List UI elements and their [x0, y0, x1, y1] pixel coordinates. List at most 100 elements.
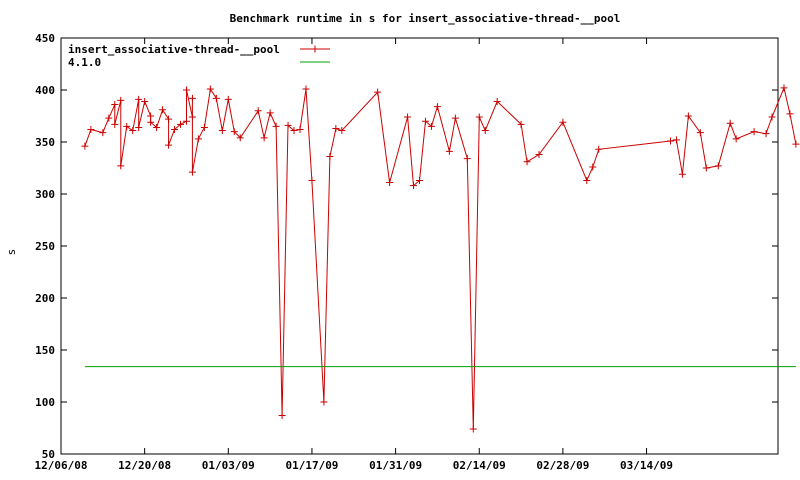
data-point: [535, 150, 543, 158]
data-point: [517, 120, 525, 128]
data-point: [386, 179, 394, 187]
data-point: [786, 110, 794, 118]
data-point: [99, 129, 107, 137]
x-tick-label: 12/20/08: [118, 459, 171, 472]
legend-marker: [311, 45, 319, 53]
data-point: [117, 162, 125, 170]
data-point: [135, 123, 143, 131]
data-point: [374, 88, 382, 96]
data-point: [182, 86, 190, 94]
data-point: [87, 126, 95, 134]
data-point: [153, 123, 161, 131]
data-point: [296, 126, 304, 134]
chart-title: Benchmark runtime in s for insert_associ…: [230, 12, 621, 25]
y-axis-label: s: [5, 249, 18, 256]
data-point: [212, 94, 220, 102]
data-point: [182, 117, 190, 125]
data-point: [200, 123, 208, 131]
data-point: [469, 425, 477, 433]
data-point: [583, 176, 591, 184]
x-tick-label: 02/14/09: [453, 459, 506, 472]
data-point: [696, 129, 704, 137]
y-tick-label: 150: [35, 344, 55, 357]
data-point: [780, 84, 788, 92]
data-point: [595, 145, 603, 153]
data-point: [750, 128, 758, 136]
data-point: [726, 119, 734, 127]
data-point: [188, 168, 196, 176]
data-point: [188, 94, 196, 102]
plot-frame: [60, 37, 779, 455]
data-point: [332, 124, 340, 132]
data-point: [445, 147, 453, 155]
data-point: [475, 113, 483, 121]
data-point: [493, 97, 501, 105]
data-point: [416, 176, 423, 184]
data-point: [230, 128, 238, 136]
data-point: [732, 135, 740, 143]
data-point: [111, 120, 119, 128]
data-point: [326, 153, 334, 161]
data-point: [188, 113, 196, 121]
data-point: [762, 130, 770, 138]
data-point: [177, 120, 184, 128]
data-point: [768, 113, 776, 121]
data-point: [308, 176, 316, 184]
data-point: [165, 115, 173, 123]
x-tick-label: 01/31/09: [369, 459, 422, 472]
x-tick-label: 12/06/08: [35, 459, 88, 472]
data-point: [218, 127, 226, 135]
y-tick-label: 450: [35, 32, 55, 45]
data-point: [135, 95, 143, 103]
data-point: [410, 182, 418, 190]
y-tick-label: 50: [42, 448, 55, 461]
x-tick-label: 03/14/09: [620, 459, 673, 472]
data-point: [278, 412, 286, 420]
y-tick-label: 200: [35, 292, 55, 305]
data-point: [714, 162, 722, 170]
data-point: [672, 136, 680, 144]
x-tick-label: 01/03/09: [202, 459, 255, 472]
data-point: [165, 141, 173, 149]
x-tick-label: 01/17/09: [285, 459, 338, 472]
data-point: [236, 134, 244, 142]
y-tick-label: 350: [35, 136, 55, 149]
data-point: [290, 127, 298, 135]
legend-label: insert_associative-thread-__pool: [68, 43, 280, 56]
data-point: [147, 118, 155, 126]
legend-label: 4.1.0: [68, 56, 101, 69]
data-point: [254, 107, 262, 115]
data-point: [678, 170, 686, 178]
data-point: [260, 134, 268, 142]
y-tick-label: 400: [35, 84, 55, 97]
data-point: [451, 114, 459, 122]
data-point: [338, 127, 346, 135]
data-point: [559, 118, 567, 126]
data-point: [792, 140, 800, 148]
data-point: [141, 97, 149, 105]
y-tick-label: 100: [35, 396, 55, 409]
y-axis-ticks: 50 100 150 200 250 300 350 400 450: [35, 32, 778, 461]
data-point: [666, 137, 674, 145]
data-point: [427, 122, 435, 130]
data-point: [194, 135, 202, 143]
data-point: [159, 106, 167, 114]
series-1: [81, 84, 800, 433]
x-axis-ticks: 12/06/08 12/20/08 01/03/09 01/17/09 01/31/09…: [35, 38, 673, 472]
y-tick-label: 250: [35, 240, 55, 253]
data-point: [206, 85, 214, 93]
data-point: [421, 117, 429, 125]
y-tick-label: 300: [35, 188, 55, 201]
data-point: [589, 163, 597, 171]
data-point: [123, 122, 131, 130]
x-tick-label: 02/28/09: [536, 459, 589, 472]
data-point: [147, 112, 155, 120]
data-point: [684, 112, 692, 120]
data-point: [433, 103, 441, 111]
data-point: [702, 164, 710, 172]
data-point: [129, 127, 137, 135]
data-point: [404, 113, 412, 121]
data-point: [117, 96, 125, 104]
